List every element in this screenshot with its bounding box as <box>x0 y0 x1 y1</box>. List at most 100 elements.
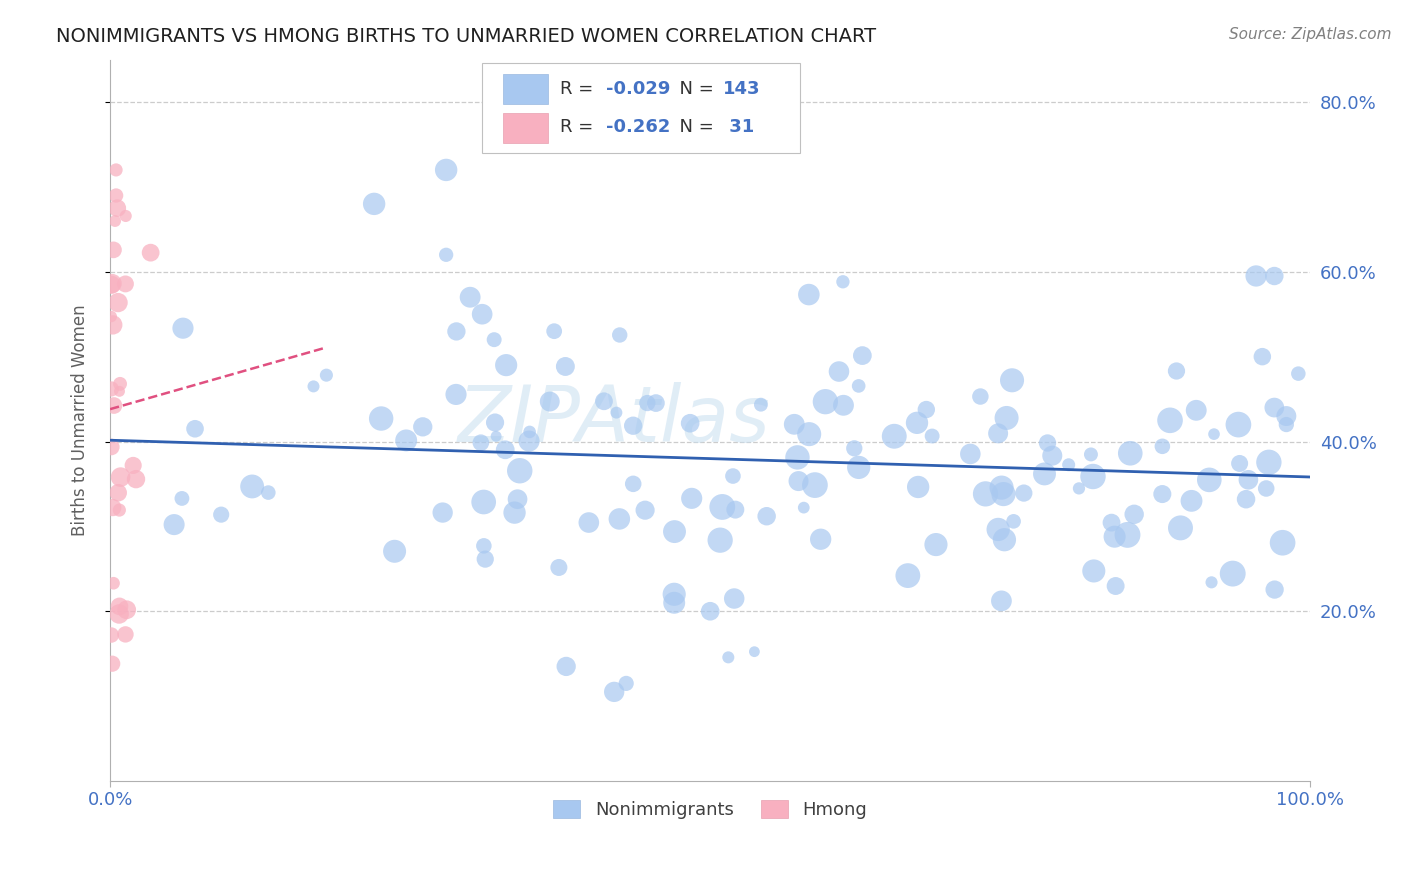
Point <box>384 544 406 558</box>
Point <box>432 506 454 520</box>
Text: N =: N = <box>668 119 720 136</box>
Point <box>108 376 131 391</box>
Point <box>1152 439 1174 453</box>
Point <box>104 214 127 228</box>
Point <box>636 396 658 410</box>
Point <box>603 685 626 699</box>
Point <box>793 500 815 515</box>
Point <box>1101 516 1123 530</box>
Text: 143: 143 <box>724 80 761 98</box>
Point <box>1256 482 1278 496</box>
Point <box>103 576 125 591</box>
Point <box>1012 486 1035 500</box>
Point <box>1040 449 1063 463</box>
Point <box>974 487 997 501</box>
Point <box>1234 492 1257 507</box>
Point <box>987 523 1010 537</box>
Point <box>1202 427 1225 442</box>
Point <box>664 596 686 610</box>
Point <box>828 365 851 379</box>
Point <box>1237 473 1260 487</box>
Point <box>1036 436 1059 450</box>
Point <box>810 533 832 547</box>
Point <box>114 627 136 641</box>
Point <box>721 469 744 483</box>
Point <box>1001 373 1024 387</box>
Point <box>969 390 991 404</box>
Point <box>832 398 855 412</box>
Point <box>444 387 467 401</box>
Point <box>664 587 686 601</box>
Point <box>786 450 808 465</box>
Point <box>485 429 508 443</box>
Point <box>434 163 457 178</box>
Text: -0.029: -0.029 <box>606 80 671 98</box>
Point <box>114 209 136 223</box>
Point <box>724 502 747 516</box>
Point <box>621 418 644 433</box>
Point <box>1002 514 1025 528</box>
Point <box>100 277 122 292</box>
Point <box>848 379 870 393</box>
Point <box>1251 350 1274 364</box>
Point <box>905 416 928 430</box>
Point <box>797 287 820 301</box>
Point <box>108 384 131 399</box>
Point <box>519 425 541 439</box>
Point <box>993 533 1015 547</box>
Point <box>412 420 434 434</box>
Point <box>554 359 576 374</box>
Point <box>1229 457 1251 471</box>
Point <box>744 645 766 659</box>
Point <box>699 604 721 618</box>
Point <box>163 517 186 532</box>
Point <box>681 491 703 506</box>
Point <box>783 417 806 432</box>
Point <box>1264 582 1286 597</box>
Text: R =: R = <box>560 119 599 136</box>
Point <box>458 290 481 304</box>
Point <box>517 434 540 448</box>
Point <box>1180 493 1202 508</box>
Point <box>1170 521 1192 535</box>
Point <box>1263 401 1285 415</box>
FancyBboxPatch shape <box>482 63 800 153</box>
Point <box>990 481 1012 495</box>
Point <box>1275 409 1298 423</box>
Point <box>509 464 531 478</box>
Point <box>1104 579 1126 593</box>
Point <box>907 480 929 494</box>
Point <box>679 416 702 430</box>
Point <box>844 442 866 456</box>
Text: NONIMMIGRANTS VS HMONG BIRTHS TO UNMARRIED WOMEN CORRELATION CHART: NONIMMIGRANTS VS HMONG BIRTHS TO UNMARRI… <box>56 27 876 45</box>
Point <box>107 295 129 310</box>
Point <box>471 307 494 321</box>
Point <box>1271 535 1294 549</box>
Point <box>1081 469 1104 483</box>
Text: R =: R = <box>560 80 599 98</box>
Point <box>107 485 129 500</box>
Point <box>470 435 492 450</box>
Point <box>921 429 943 443</box>
Point <box>915 402 938 417</box>
Point <box>103 399 125 413</box>
Point <box>101 277 124 291</box>
Point <box>1033 467 1056 481</box>
Point <box>609 512 631 526</box>
Point <box>990 594 1012 608</box>
Point <box>446 325 468 339</box>
Point <box>1244 268 1267 283</box>
Point <box>1083 564 1105 578</box>
Text: Source: ZipAtlas.com: Source: ZipAtlas.com <box>1229 27 1392 42</box>
Point <box>995 411 1018 425</box>
Point <box>814 394 837 409</box>
Point <box>495 358 517 372</box>
Point <box>103 243 125 257</box>
Point <box>605 406 627 420</box>
Point <box>749 398 772 412</box>
Point <box>482 333 505 347</box>
Point <box>1166 364 1188 378</box>
Point <box>1275 417 1298 432</box>
Point <box>108 607 131 621</box>
Point <box>645 396 668 410</box>
